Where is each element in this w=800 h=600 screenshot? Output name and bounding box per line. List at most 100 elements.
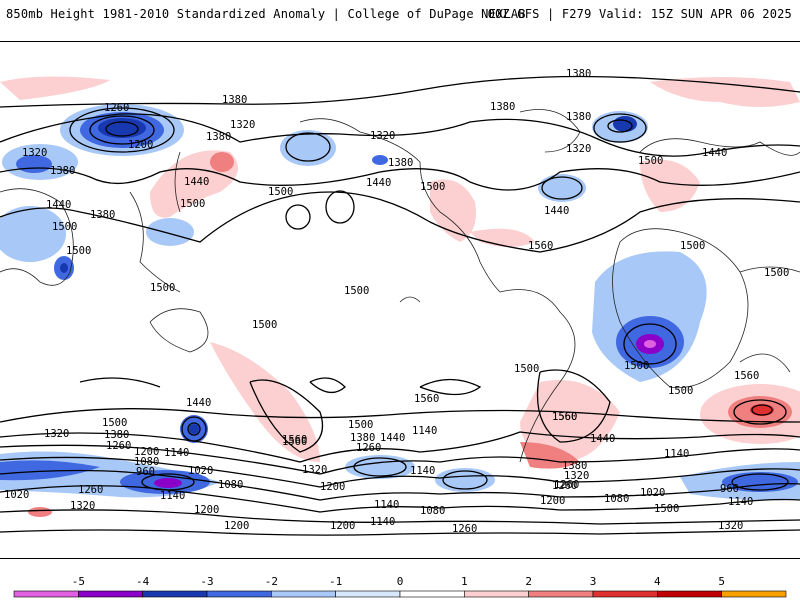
contour-label: 1200 [128,139,153,151]
color-swatch [335,590,401,598]
contour-label: 1500 [654,503,679,515]
contour-label: 1500 [52,221,77,233]
anomaly-region [0,206,66,262]
contour-label: 1500 [180,198,205,210]
contour-label: 1320 [718,520,743,532]
contour-label: 1260 [552,480,577,492]
contour-label: 1500 [638,155,663,167]
scale-tick-label: -4 [136,575,150,588]
contour-label: 1200 [194,504,219,516]
scale-tick-label: 3 [590,575,597,588]
scale-tick-label: -3 [200,575,213,588]
anomaly-region [470,228,535,247]
contour-label: 1200 [540,495,565,507]
color-swatch [142,590,208,598]
anomaly-region [640,159,700,212]
coastlines [0,109,800,463]
contour-label: 1440 [590,433,615,445]
scale-tick-label: 1 [461,575,468,588]
anomaly-map[interactable]: 1380 1260 1200 1320 1380 1380 1320 1380 … [0,41,800,559]
contour-label: 1440 [544,205,569,217]
anomaly-region [189,424,199,434]
contour-label: 1380 [566,68,591,80]
anomaly-region [98,118,146,138]
contour-label: 1440 [184,176,209,188]
contour-label: 1380 [50,165,75,177]
scale-tick-label: 2 [525,575,532,588]
contour-label: 1020 [4,489,29,501]
contour-label: 1380 [104,429,129,441]
contour-label: 1500 [102,417,127,429]
anomaly-region [372,155,388,165]
contour-label: 960 [136,466,155,478]
contour-label: 1260 [104,102,129,114]
contour-label: 1500 [624,360,649,372]
contour-label: 1080 [134,456,159,468]
color-swatch [78,590,143,598]
anomaly-region [650,77,800,107]
scale-tick-label: 4 [654,575,661,588]
contour-label: 1380 [90,209,115,221]
contour-label: 1320 [566,143,591,155]
contour-label: 1500 [66,245,91,257]
contour-label: 1560 [414,393,439,405]
color-swatch [657,590,722,598]
contour-label: 1320 [230,119,255,131]
anomaly-region [0,460,100,481]
contour-label: 1140 [728,496,753,508]
contour-label: 1440 [46,199,71,211]
contour-label: 1260 [78,484,103,496]
contour-label: 1500 [348,419,373,431]
anomaly-region [538,174,586,202]
contour-label: 1560 [552,411,577,423]
contour-label: 1560 [734,370,759,382]
anomaly-region [28,507,52,517]
contour-label: 1440 [366,177,391,189]
scale-tick-label: -5 [72,575,85,588]
color-scale: -5 -4 -3 -2 -1 0 1 2 3 4 5 [0,559,800,600]
anomaly-region [520,380,620,462]
contour-label: 1500 [252,319,277,331]
contour-label: 1500 [668,385,693,397]
contour-label: 1440 [186,397,211,409]
contour-label: 1320 [564,470,589,482]
anomaly-region [154,478,182,488]
contour-label: 1260 [356,442,381,454]
contour-label: 1320 [70,500,95,512]
contour-label: 1200 [320,481,345,493]
contour-label: 1320 [44,428,69,440]
contour-label: 1260 [554,479,579,491]
contour-label: 1500 [514,363,539,375]
contour-label: 1380 [350,432,375,444]
anomaly-region [60,263,68,273]
product-title: 850mb Height 1981-2010 Standardized Anom… [6,7,526,21]
contour-label: 1140 [370,516,395,528]
contour-label: 1440 [380,432,405,444]
scale-tick-label: -2 [265,575,278,588]
contour-label: 1500 [764,267,789,279]
contour-label: 1200 [134,446,159,458]
contour-label: 1020 [640,487,665,499]
contour-label: 1200 [330,520,355,532]
header-bar: 850mb Height 1981-2010 Standardized Anom… [0,0,800,28]
anomaly-region [210,152,234,172]
scale-tick-label: -1 [329,575,342,588]
valid-time: 00Z GFS | F279 Valid: 15Z SUN APR 06 202… [487,7,792,21]
color-swatch [592,590,658,598]
color-swatch [464,590,529,598]
anomaly-region [750,404,774,416]
color-swatch [271,590,336,598]
contour-label: 1560 [282,436,307,448]
contour-label: 1560 [282,434,307,446]
color-swatch [399,590,465,598]
contour-label: 1140 [374,499,399,511]
contour-label: 1560 [528,240,553,252]
contour-label: 1200 [224,520,249,532]
contour-label: 1080 [604,493,629,505]
scale-tick-label: 5 [718,575,725,588]
anomaly-region [430,179,476,242]
contour-label: 1260 [452,523,477,535]
height-contours [0,75,800,536]
anomaly-region [146,218,194,246]
contour-label: 1380 [562,460,587,472]
